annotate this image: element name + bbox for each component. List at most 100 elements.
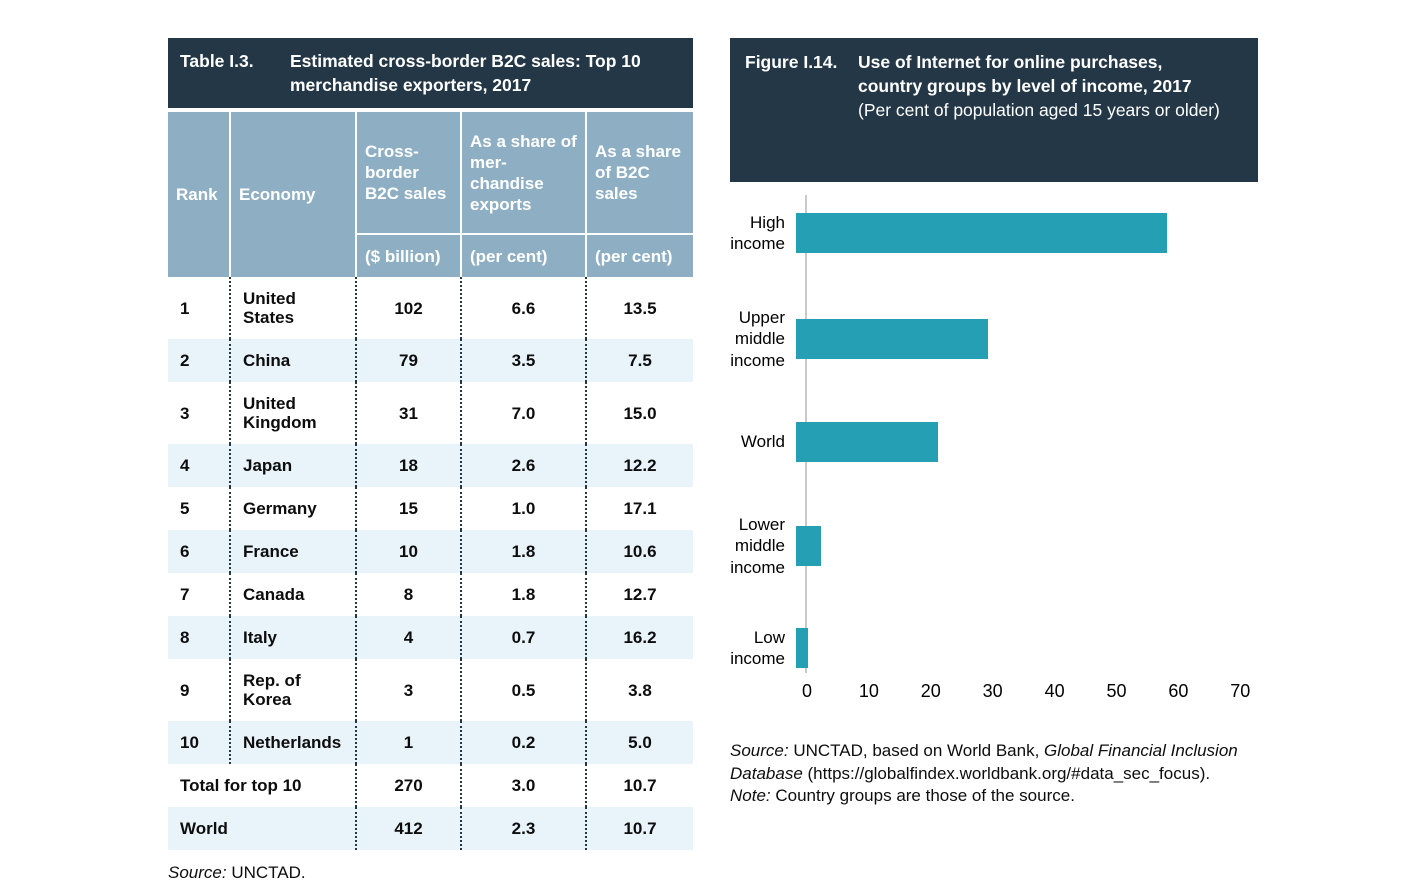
cell-share-b2c: 3.8: [585, 659, 693, 721]
table-row: 2 China 79 3.5 7.5: [168, 339, 693, 382]
cell-sales: 15: [355, 487, 461, 530]
cell-economy: Canada: [229, 573, 356, 616]
x-tick-label: 40: [1044, 681, 1065, 701]
source-database-name: Global Financial Inclusion Database: [730, 741, 1238, 783]
table-source-note: Source: UNCTAD.: [168, 862, 693, 883]
cell-share-exports: 2.6: [460, 444, 586, 487]
source-text: UNCTAD.: [226, 863, 306, 882]
cell-economy: Italy: [229, 616, 356, 659]
cell-economy: United States: [229, 277, 356, 339]
cell-rank: 9: [180, 680, 190, 700]
cell-sales: 1: [355, 721, 461, 764]
cell-sales: 3: [355, 659, 461, 721]
cell-rank: 8: [168, 616, 230, 659]
source-label: Source:: [168, 863, 227, 882]
cell-rank: 3: [180, 403, 190, 423]
figure-title: Use of Internet for online purchases, co…: [858, 52, 1192, 96]
cell-sales: 102: [355, 277, 461, 339]
cell-share-b2c: 5.0: [585, 721, 693, 764]
unit-header-sales: ($ billion): [356, 234, 462, 277]
cell-economy: Japan: [229, 444, 356, 487]
table-row: 6 France 10 1.8 10.6: [168, 530, 693, 573]
table-caption-title: Estimated cross-border B2C sales: Top 10…: [290, 51, 641, 95]
bar-row: High income: [730, 193, 1258, 273]
column-header-economy: Economy: [230, 112, 357, 277]
source-label: Source:: [730, 741, 789, 760]
cell-share-b2c: 10.7: [585, 764, 693, 807]
cell-share-b2c: 10.7: [585, 807, 693, 850]
table-body: 1 United States 102 6.6 13.5 2 China 79 …: [168, 277, 693, 850]
cell-rank: 10: [168, 721, 230, 764]
cell-share-exports: 0.5: [460, 659, 586, 721]
cell-rank: 7: [180, 585, 190, 604]
table-row: 4 Japan 18 2.6 12.2: [168, 444, 693, 487]
unit-header-share-b2c: (per cent): [586, 234, 693, 277]
cell-sales: 412: [355, 807, 461, 850]
table-caption: Table I.3. Estimated cross-border B2C sa…: [168, 38, 693, 108]
note-text: Country groups are those of the source.: [770, 786, 1075, 805]
bar-label: World: [740, 432, 785, 452]
table-summary-row: World 412 2.3 10.7: [168, 807, 693, 850]
cell-summary-label: World: [168, 807, 356, 850]
cell-share-exports: 2.3: [460, 807, 586, 850]
cell-rank: 5: [180, 499, 190, 518]
cell-share-b2c: 13.5: [585, 277, 693, 339]
table-row: 7 Canada 8 1.8 12.7: [168, 573, 693, 616]
cell-share-b2c: 12.7: [585, 573, 693, 616]
bar-row: Low income: [730, 608, 1258, 688]
x-tick-label: 60: [1168, 681, 1189, 701]
cell-economy: United Kingdom: [229, 382, 356, 444]
source-url-text: (https://globalfindex.worldbank.org/#dat…: [802, 763, 1211, 783]
cell-economy: Germany: [229, 487, 356, 530]
cell-sales: 8: [355, 573, 461, 616]
table-row: 5 Germany 15 1.0 17.1: [168, 487, 693, 530]
bar-label: Lower middle income: [730, 514, 785, 577]
cell-sales: 10: [355, 530, 461, 573]
cell-share-exports: 1.0: [460, 487, 586, 530]
unit-header-share-exports: (per cent): [461, 234, 587, 277]
bar-row: Upper middle income: [730, 299, 1258, 379]
bar-lower-middle-income: [796, 526, 821, 566]
cell-share-exports: 6.6: [460, 277, 586, 339]
figure-caption-text: Use of Internet for online purchases, co…: [858, 50, 1230, 170]
cell-share-exports: 0.7: [460, 616, 586, 659]
cell-rank: 4: [168, 444, 230, 487]
figure-caption-label: Figure I.14.: [745, 52, 838, 72]
x-tick-label: 0: [801, 681, 813, 701]
cell-share-b2c: 16.2: [585, 616, 693, 659]
column-header-share-b2c: As a share of B2C sales: [586, 112, 693, 235]
b2c-sales-table: Rank Economy Cross-border B2C sales As a…: [168, 112, 693, 850]
bar-world: [796, 422, 939, 462]
cell-economy: Netherlands: [229, 721, 356, 764]
figure-source-note: Source: UNCTAD, based on World Bank, Glo…: [730, 740, 1258, 808]
cell-sales: 4: [355, 616, 461, 659]
bar-chart: High income Upper middle income World Lo…: [730, 195, 1258, 710]
x-tick-label: 70: [1230, 681, 1251, 701]
cell-share-exports: 1.8: [460, 573, 586, 616]
column-header-sales: Cross-border B2C sales: [356, 112, 462, 235]
bar-upper-middle-income: [796, 319, 988, 359]
bar-label: Low income: [730, 627, 785, 669]
cell-share-b2c: 10.6: [585, 530, 693, 573]
cell-rank: 6: [168, 530, 230, 573]
table-summary-row: Total for top 10 270 3.0 10.7: [168, 764, 693, 807]
column-header-rank: Rank: [168, 112, 231, 277]
bar-label: High income: [730, 212, 785, 254]
table-row: 3 United Kingdom 31 7.0 15.0: [168, 382, 693, 444]
cell-rank: 2: [168, 339, 230, 382]
x-axis: 0 10 20 30 40 50 60 70: [730, 681, 1258, 705]
cell-rank: 1: [180, 298, 190, 318]
cell-economy: France: [229, 530, 356, 573]
table-header: Rank Economy Cross-border B2C sales As a…: [168, 112, 693, 277]
bar-high-income: [796, 213, 1168, 253]
figure-panel: Figure I.14. Use of Internet for online …: [730, 38, 1258, 808]
table-row: 8 Italy 4 0.7 16.2: [168, 616, 693, 659]
figure-caption: Figure I.14. Use of Internet for online …: [730, 38, 1258, 182]
cell-share-b2c: 12.2: [585, 444, 693, 487]
cell-share-b2c: 7.5: [585, 339, 693, 382]
cell-sales: 79: [355, 339, 461, 382]
bar-label: Upper middle income: [730, 307, 785, 370]
table-caption-label: Table I.3.: [180, 51, 254, 71]
table-panel: Table I.3. Estimated cross-border B2C sa…: [168, 38, 693, 883]
